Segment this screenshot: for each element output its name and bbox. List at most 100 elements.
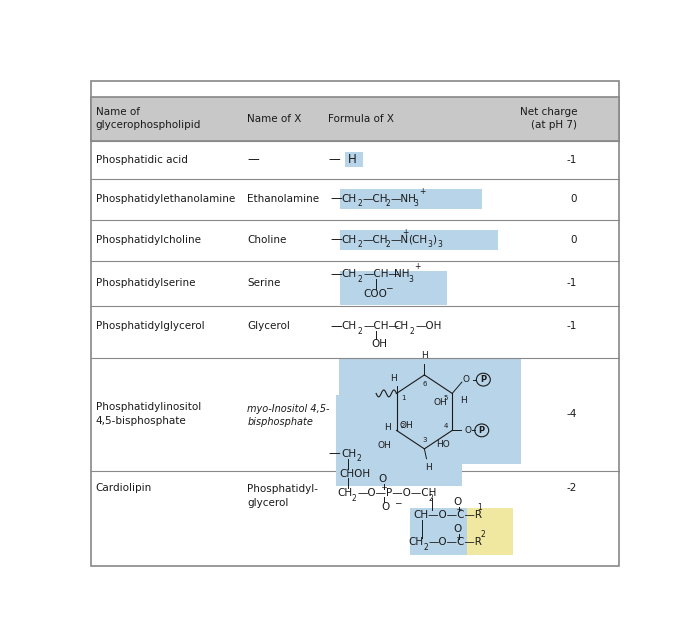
Text: Phosphatidylcholine: Phosphatidylcholine xyxy=(95,235,201,245)
Text: —CH: —CH xyxy=(363,235,388,245)
Text: 5: 5 xyxy=(444,395,448,401)
Text: —: — xyxy=(331,234,343,246)
Text: O: O xyxy=(453,524,462,534)
Text: 2: 2 xyxy=(356,454,361,463)
Text: 3: 3 xyxy=(413,200,418,209)
Bar xyxy=(336,395,462,486)
Text: O: O xyxy=(464,426,471,435)
Text: 2: 2 xyxy=(352,493,356,502)
Text: —OH: —OH xyxy=(415,321,441,331)
Text: NH: NH xyxy=(394,269,409,280)
Bar xyxy=(345,152,363,168)
Text: —: — xyxy=(329,447,340,460)
Text: Name of
glycerophospholipid: Name of glycerophospholipid xyxy=(95,107,201,131)
Text: myo-Inositol 4,5-: myo-Inositol 4,5- xyxy=(248,404,330,415)
Text: —: — xyxy=(331,193,343,205)
Text: P: P xyxy=(480,375,486,384)
Text: OH: OH xyxy=(433,398,447,407)
Text: 0: 0 xyxy=(571,235,577,245)
Text: +: + xyxy=(415,262,421,271)
Text: 2: 2 xyxy=(357,200,362,209)
Text: 3: 3 xyxy=(438,241,443,250)
Text: —O—P—O—CH: —O—P—O—CH xyxy=(357,488,437,498)
Text: −: − xyxy=(385,284,393,292)
Text: H: H xyxy=(421,351,428,360)
Text: O: O xyxy=(463,375,470,384)
Text: H: H xyxy=(426,463,432,472)
Text: H: H xyxy=(348,153,357,166)
Text: O: O xyxy=(381,502,389,512)
Text: CHOH: CHOH xyxy=(339,468,370,479)
Text: —: — xyxy=(248,153,259,166)
Text: Phosphatidylglycerol: Phosphatidylglycerol xyxy=(95,321,204,331)
Text: 2: 2 xyxy=(357,241,362,250)
Text: CH: CH xyxy=(341,321,356,331)
Text: Cardiolipin: Cardiolipin xyxy=(95,483,152,493)
Bar xyxy=(410,508,509,555)
Text: —: — xyxy=(331,319,343,333)
Text: -1: -1 xyxy=(567,321,577,331)
Text: Name of X: Name of X xyxy=(248,114,302,124)
Text: OH: OH xyxy=(377,441,391,450)
Text: H: H xyxy=(384,424,391,433)
Text: 1: 1 xyxy=(401,395,406,401)
Text: 4: 4 xyxy=(444,423,448,429)
Text: 3: 3 xyxy=(427,241,432,250)
Text: OH: OH xyxy=(372,339,388,349)
Bar xyxy=(467,508,513,555)
Text: 3: 3 xyxy=(409,275,414,284)
Text: Phosphatidylethanolamine: Phosphatidylethanolamine xyxy=(95,194,235,204)
Text: 2: 2 xyxy=(424,543,428,552)
Text: Net charge
(at pH 7): Net charge (at pH 7) xyxy=(520,107,577,131)
Text: Choline: Choline xyxy=(248,235,286,245)
Text: OH: OH xyxy=(399,421,413,430)
Text: —CH—: —CH— xyxy=(364,269,400,280)
Text: Ethanolamine: Ethanolamine xyxy=(248,194,320,204)
Text: CH: CH xyxy=(341,269,356,280)
Text: Glycerol: Glycerol xyxy=(248,321,290,331)
Text: —: — xyxy=(331,268,343,281)
Text: -2: -2 xyxy=(567,483,577,493)
Text: —: — xyxy=(329,153,340,166)
Text: -4: -4 xyxy=(567,410,577,419)
Text: 0: 0 xyxy=(571,194,577,204)
Text: HO: HO xyxy=(436,440,450,449)
Text: CH: CH xyxy=(341,194,356,204)
Bar xyxy=(338,358,521,463)
Bar xyxy=(340,271,448,305)
Text: Phosphatidic acid: Phosphatidic acid xyxy=(95,155,188,164)
Text: —N: —N xyxy=(390,235,409,245)
Text: CH—O—C—R: CH—O—C—R xyxy=(414,510,482,520)
Text: P: P xyxy=(479,426,485,435)
Text: 2: 2 xyxy=(385,241,390,250)
Text: Phosphatidylserine: Phosphatidylserine xyxy=(95,278,195,288)
Text: 2: 2 xyxy=(385,200,390,209)
Text: Formula of X: Formula of X xyxy=(328,114,394,124)
Text: -1: -1 xyxy=(567,155,577,164)
Text: bisphosphate: bisphosphate xyxy=(248,417,313,427)
Text: 2: 2 xyxy=(401,423,406,429)
Text: COO: COO xyxy=(364,289,388,299)
Text: CH: CH xyxy=(394,321,409,331)
Text: 2: 2 xyxy=(357,326,362,335)
Text: 2: 2 xyxy=(481,530,485,539)
Text: —O—C—R: —O—C—R xyxy=(428,538,482,547)
Text: —NH: —NH xyxy=(390,194,417,204)
Text: 2: 2 xyxy=(410,326,415,335)
Text: -1: -1 xyxy=(567,278,577,288)
Text: −: − xyxy=(394,499,401,508)
Text: O: O xyxy=(453,497,462,507)
Text: Phosphatidyl-
glycerol: Phosphatidyl- glycerol xyxy=(248,484,318,508)
Text: +: + xyxy=(419,187,426,196)
Text: —CH: —CH xyxy=(363,194,388,204)
Text: CH: CH xyxy=(341,235,356,245)
Text: 1: 1 xyxy=(477,503,482,512)
Bar xyxy=(340,189,482,209)
Text: (CH: (CH xyxy=(408,235,427,245)
Text: 3: 3 xyxy=(422,437,427,443)
Text: ): ) xyxy=(432,235,437,245)
Text: 2: 2 xyxy=(428,493,433,502)
Text: Serine: Serine xyxy=(248,278,281,288)
Text: H: H xyxy=(390,374,397,383)
Text: CH: CH xyxy=(337,488,352,498)
